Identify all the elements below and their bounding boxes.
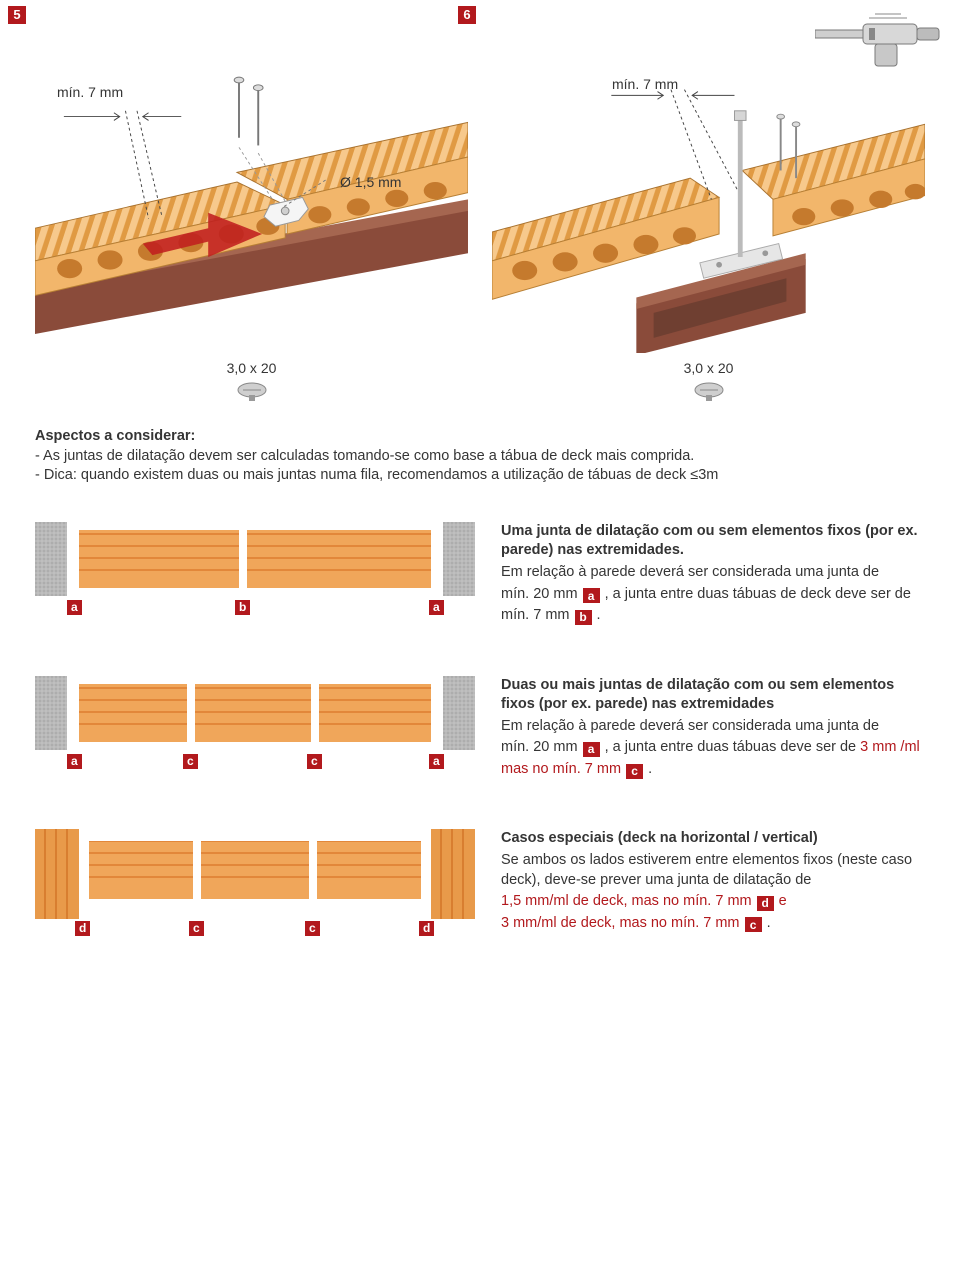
screwhead-icon (692, 382, 726, 402)
step-badge-5: 5 (8, 6, 26, 24)
figure-6: mín. 7 mm (492, 55, 925, 353)
block-3: d c c d Casos especiais (deck na horizon… (35, 829, 925, 939)
block1-title: Uma junta de dilatação com ou sem elemen… (501, 522, 925, 561)
block2-line2: mín. 20 mm a , a junta entre duas tábuas… (501, 738, 925, 758)
aspects-line2: - Dica: quando existem duas ou mais junt… (35, 466, 925, 486)
badge-c: c (626, 764, 643, 779)
diagram-3: d c c d (35, 829, 475, 939)
explain-2: Duas ou mais juntas de dilatação com ou … (501, 676, 925, 782)
svg-text:a: a (71, 754, 78, 768)
screw-dims-row: 3,0 x 20 3,0 x 20 (35, 359, 925, 402)
dim-diameter: Ø 1,5 mm (340, 173, 401, 192)
screw-dim-right: 3,0 x 20 (684, 359, 734, 378)
dim-min-left: mín. 7 mm (57, 83, 123, 102)
svg-text:d: d (79, 921, 86, 935)
block1-line3: mín. 7 mm b . (501, 606, 925, 626)
svg-text:c: c (311, 754, 318, 768)
step-badge-6: 6 (458, 6, 476, 24)
block2-line3: mas no mín. 7 mm c . (501, 760, 925, 780)
figure-5: mín. 7 mm Ø 1,5 mm (35, 55, 468, 353)
explain-3: Casos especiais (deck na horizontal / ve… (501, 829, 925, 935)
svg-text:a: a (71, 600, 78, 614)
badge-a: a (583, 742, 600, 757)
svg-text:a: a (433, 600, 440, 614)
svg-text:a: a (433, 754, 440, 768)
svg-text:c: c (309, 921, 316, 935)
dim-min-right: mín. 7 mm (612, 75, 678, 94)
screwhead-icon (235, 382, 269, 402)
block3-line3: 3 mm/ml de deck, mas no mín. 7 mm c . (501, 914, 925, 934)
figures-row: mín. 7 mm Ø 1,5 mm (35, 55, 925, 353)
block2-t1: Em relação à parede deverá ser considera… (501, 717, 925, 737)
aspects-line1: - As juntas de dilatação devem ser calcu… (35, 447, 925, 467)
diagram-1: a b a (35, 522, 475, 622)
explain-1: Uma junta de dilatação com ou sem elemen… (501, 522, 925, 628)
block-1: a b a Uma junta de dilatação com ou sem … (35, 522, 925, 628)
block3-title: Casos especiais (deck na horizontal / ve… (501, 829, 925, 849)
block-2: a c c a Duas ou mais juntas de dilatação… (35, 676, 925, 782)
block3-t1: Se ambos os lados estiverem entre elemen… (501, 851, 925, 890)
block1-t1: Em relação à parede deverá ser considera… (501, 563, 925, 583)
badge-b: b (575, 610, 592, 625)
diagram-2: a c c a (35, 676, 475, 776)
block2-title: Duas ou mais juntas de dilatação com ou … (501, 676, 925, 715)
badge-a: a (583, 588, 600, 603)
badge-d: d (757, 896, 774, 911)
block3-line2: 1,5 mm/ml de deck, mas no mín. 7 mm d e (501, 892, 925, 912)
block1-line2: mín. 20 mm a , a junta entre duas tábuas… (501, 585, 925, 605)
svg-text:c: c (193, 921, 200, 935)
svg-text:b: b (239, 600, 246, 614)
aspects-block: Aspectos a considerar: - As juntas de di… (35, 427, 925, 486)
aspects-title: Aspectos a considerar: (35, 427, 925, 447)
screw-dim-left: 3,0 x 20 (227, 359, 277, 378)
svg-text:d: d (423, 921, 430, 935)
svg-text:c: c (187, 754, 194, 768)
badge-c: c (745, 917, 762, 932)
